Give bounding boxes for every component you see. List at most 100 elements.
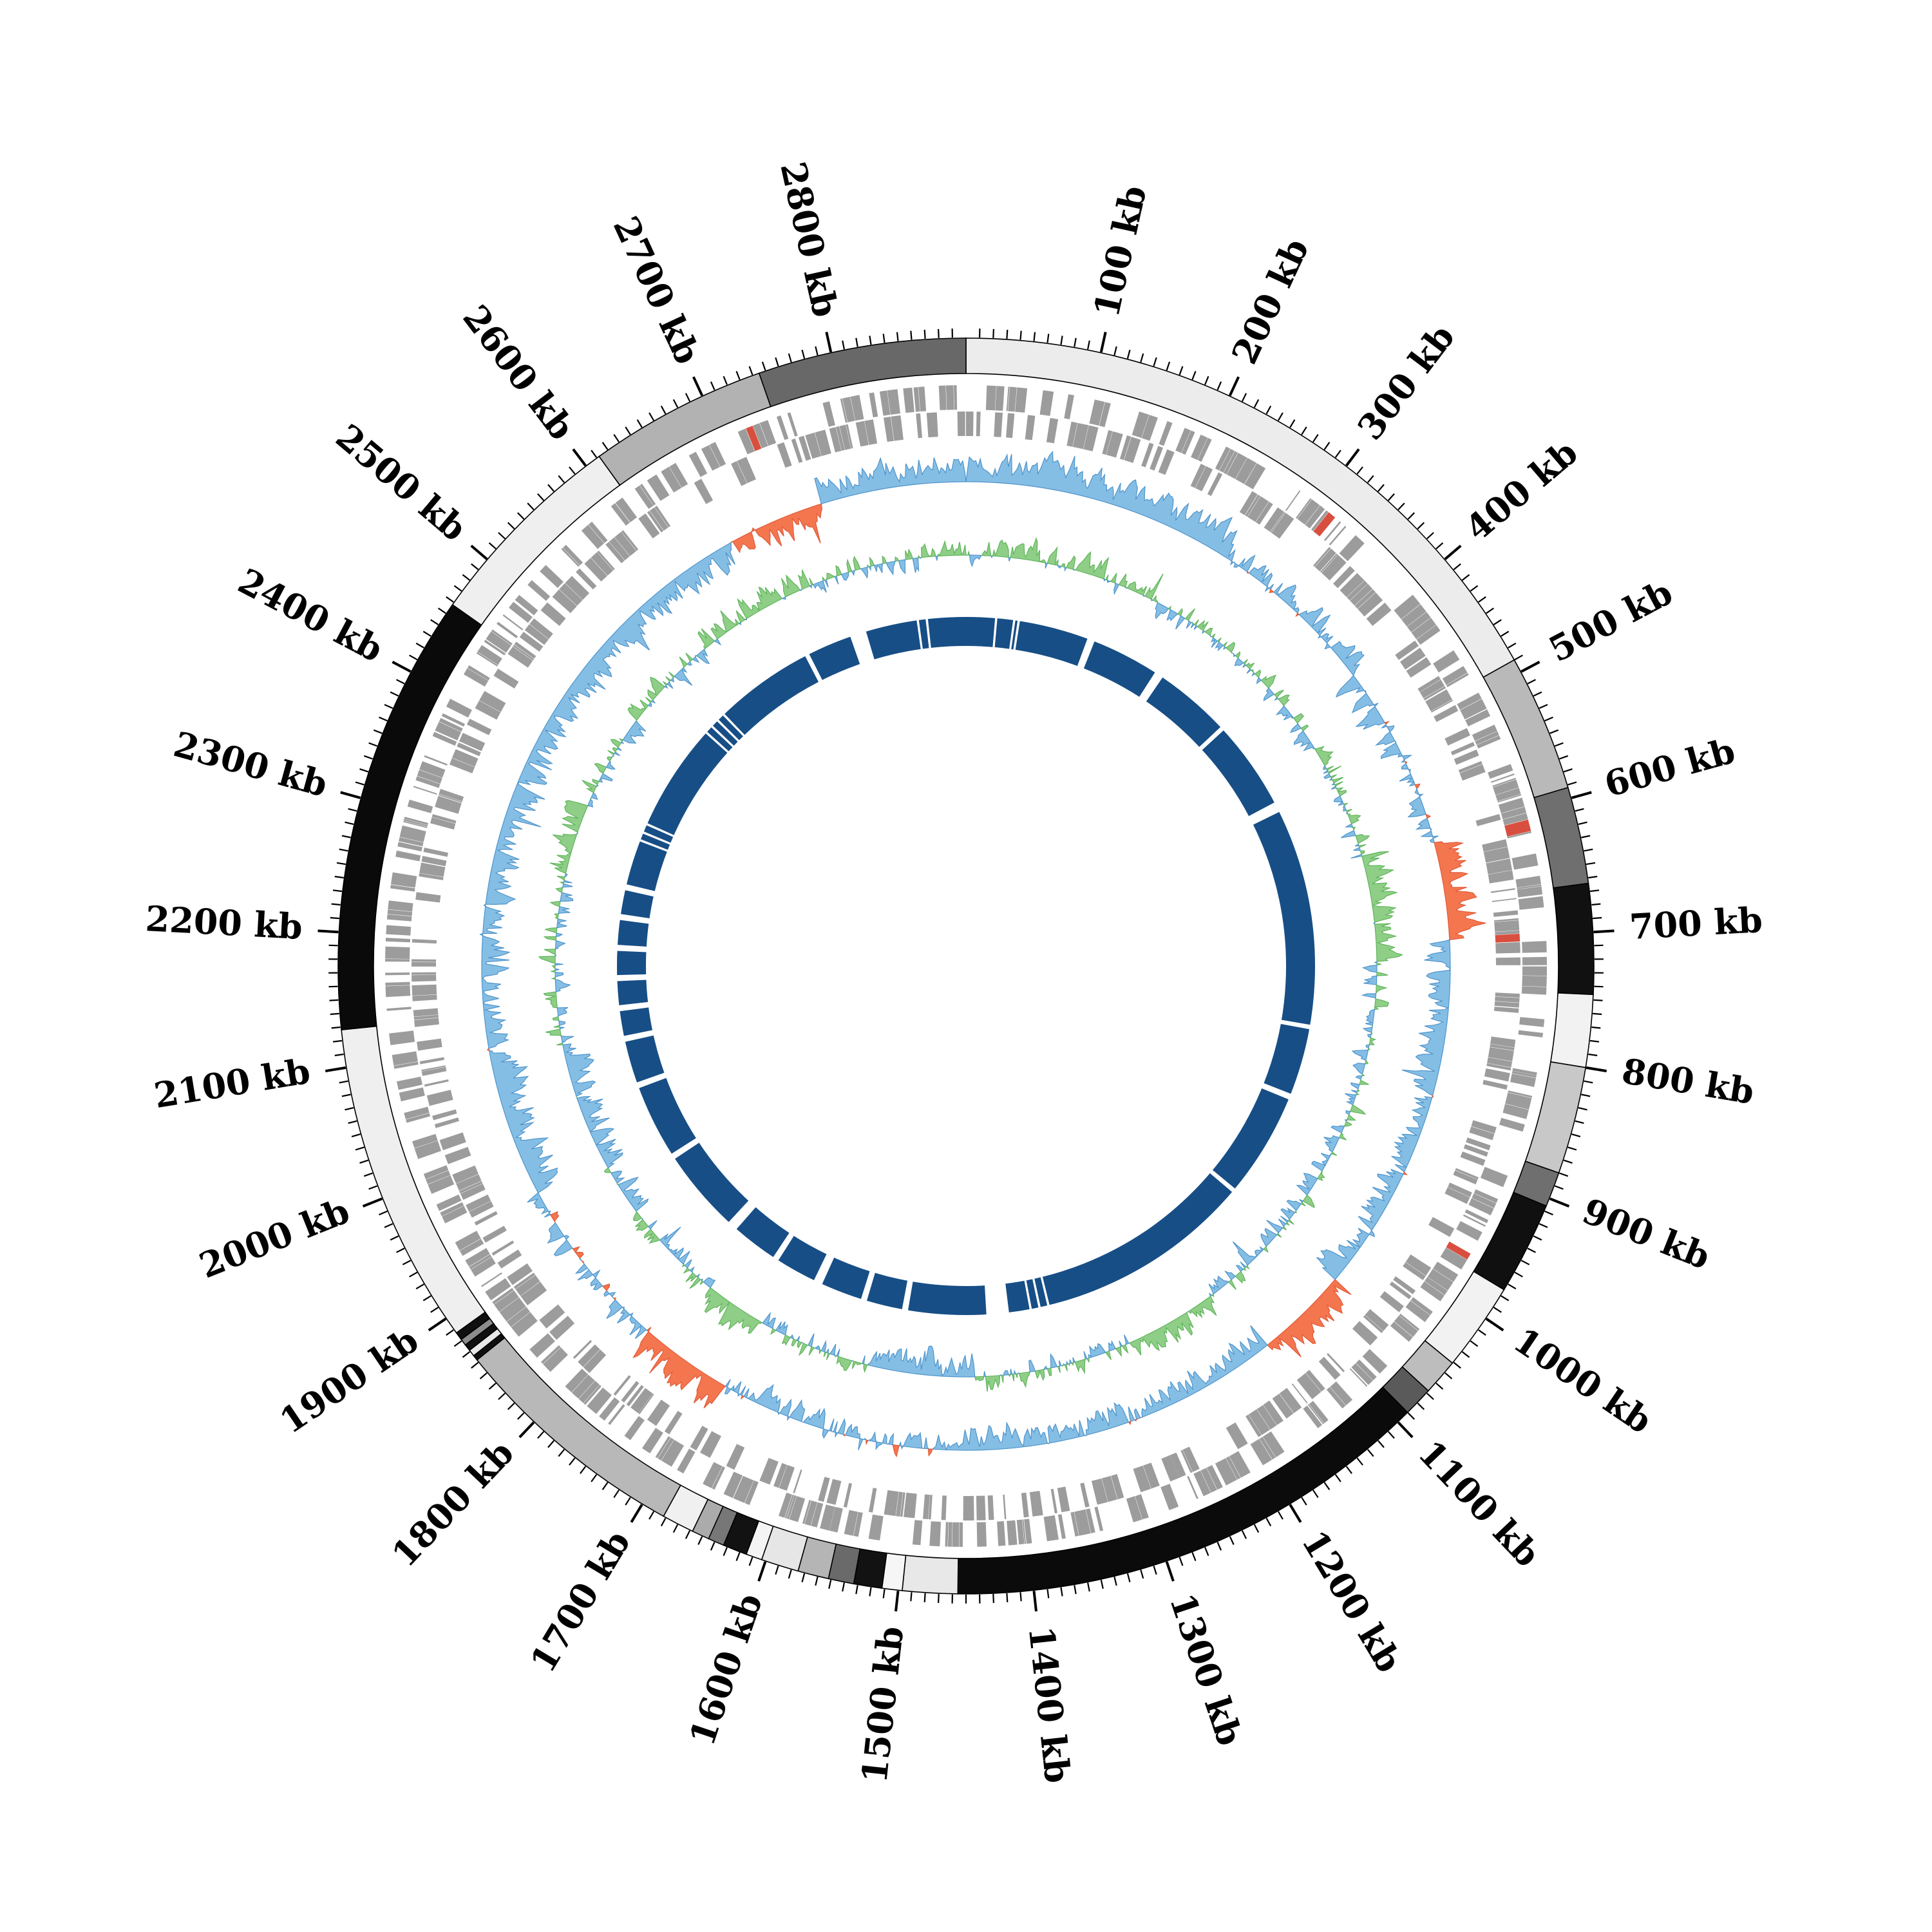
gene-block (1430, 699, 1454, 713)
major-tick (1345, 448, 1360, 467)
gc-run (592, 779, 600, 786)
gene-block (1244, 463, 1266, 489)
minor-tick (1356, 466, 1363, 475)
minor-tick (1461, 574, 1470, 581)
gene-block (1323, 521, 1341, 542)
minor-tick (334, 875, 344, 879)
skew-run (1399, 772, 1416, 787)
gc-run (851, 570, 856, 576)
minor-tick (348, 808, 357, 812)
coverage-band (617, 617, 1315, 1315)
gene-block (1401, 604, 1426, 627)
gene-block (638, 513, 660, 538)
skew-run (1418, 793, 1424, 797)
gene-block (1490, 888, 1515, 893)
skew-run (1316, 1227, 1370, 1280)
minor-tick (1204, 375, 1209, 385)
gc-run (1235, 1271, 1246, 1284)
gc-run (1263, 1245, 1269, 1253)
skew-run (579, 1256, 583, 1261)
gene-block (1482, 1079, 1508, 1090)
gene-block (1043, 1515, 1059, 1542)
gene-block (804, 1501, 817, 1526)
gene-block (1472, 1193, 1497, 1208)
gene-block (1025, 415, 1036, 440)
skew-run (1375, 731, 1396, 746)
skew-run (1085, 1402, 1130, 1436)
gene-block (543, 1347, 568, 1372)
gene-block (527, 580, 551, 601)
gc-run (560, 892, 574, 902)
gc-run (1260, 1227, 1278, 1247)
gc-run (1343, 1121, 1353, 1127)
skew-run (1141, 1325, 1268, 1418)
gene-block (1006, 386, 1010, 412)
gc-run (1285, 1222, 1291, 1226)
gc-run (564, 873, 568, 878)
gc-run (1374, 998, 1390, 1010)
gene-block (624, 1416, 645, 1441)
gene-block (395, 850, 421, 862)
gene-block (492, 1287, 514, 1305)
coverage-ring (613, 614, 1315, 1319)
coverage-gap (615, 1001, 653, 1012)
minor-tick (1478, 596, 1486, 603)
minor-tick (1470, 1340, 1479, 1347)
skew-run (802, 1408, 826, 1430)
skew-run (754, 503, 822, 547)
major-tick (518, 1421, 535, 1439)
gene-block (1494, 1001, 1520, 1008)
major-tick (392, 661, 412, 673)
gc-run (1367, 1034, 1372, 1039)
minor-tick (379, 1210, 388, 1216)
gene-block (1508, 1090, 1533, 1098)
gc-run (1235, 1265, 1244, 1273)
gene-block (430, 817, 456, 830)
gene-block (650, 507, 668, 531)
gc-run (1224, 1270, 1236, 1281)
gc-run (1001, 1374, 1004, 1383)
gc-run (596, 784, 599, 787)
gene-block (1405, 1300, 1430, 1322)
gc-run (1374, 923, 1404, 962)
minor-tick (1493, 619, 1502, 625)
gene-block (703, 1462, 723, 1488)
skew-run (1295, 612, 1300, 618)
gene-block (1347, 580, 1368, 601)
gc-run (1188, 1296, 1217, 1319)
minor-tick (373, 729, 383, 734)
gene-block (688, 451, 708, 477)
gene-block (493, 668, 519, 689)
gc-run (1254, 669, 1262, 679)
gene-block (412, 972, 437, 975)
gc-run (1245, 662, 1255, 670)
gene-block (565, 576, 590, 600)
gene-block (1083, 425, 1099, 451)
gc-run (1151, 598, 1154, 601)
minor-tick (1539, 1223, 1548, 1228)
skew-run (547, 1211, 551, 1214)
minor-tick (336, 862, 346, 866)
gc-run (562, 883, 573, 888)
gene-block (1159, 421, 1173, 446)
coverage-gap (714, 717, 743, 744)
skew-run (1268, 583, 1274, 591)
major-tick (1099, 332, 1107, 353)
skew-run (544, 1212, 551, 1218)
minor-tick (453, 1340, 462, 1347)
gene-block (630, 1388, 653, 1414)
gc-run (1003, 1370, 1010, 1376)
gene-block (583, 1385, 601, 1405)
minor-tick (660, 405, 667, 415)
axis-ticks (317, 328, 1615, 1612)
gene-block (799, 435, 811, 461)
gene-block (1215, 1458, 1237, 1486)
gene-block (1215, 446, 1231, 471)
minor-tick (1204, 1547, 1209, 1557)
gene-block (1487, 1057, 1513, 1068)
gene-block (779, 1492, 792, 1518)
minor-tick (1179, 1557, 1184, 1566)
minor-tick (341, 835, 351, 838)
gene-block (481, 1272, 502, 1287)
minor-tick (1301, 426, 1307, 435)
